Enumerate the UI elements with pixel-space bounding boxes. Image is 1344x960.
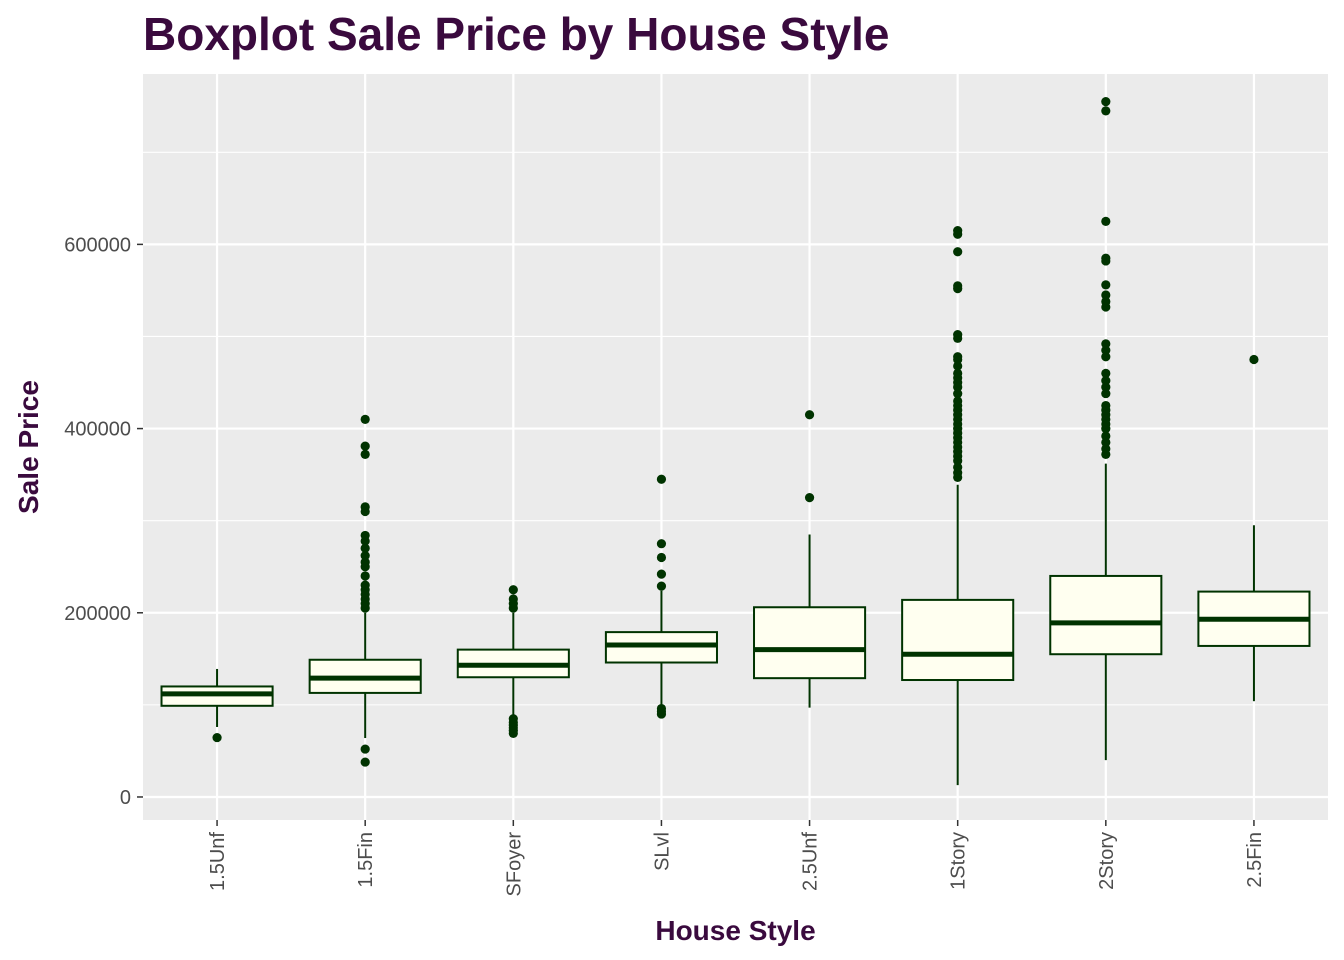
outlier-point	[360, 744, 370, 754]
outlier-point	[360, 557, 370, 567]
outlier-point	[656, 703, 667, 714]
box-2Story	[1049, 97, 1163, 761]
outlier-point	[656, 569, 667, 579]
outlier-point	[1101, 382, 1111, 392]
box-body	[1049, 574, 1163, 656]
outlier-point	[656, 539, 667, 549]
box-1.5Fin	[308, 414, 422, 767]
outlier-point	[360, 571, 370, 581]
x-tick-label: 1.5Unf	[207, 832, 229, 891]
y-axis-title: Sale Price	[13, 380, 44, 514]
outlier-point	[953, 330, 963, 340]
y-tick-label: 0	[120, 787, 131, 809]
x-tick-label: SLvl	[651, 832, 673, 871]
outlier-point	[360, 580, 370, 590]
outlier-point	[1101, 352, 1111, 362]
outlier-point	[953, 352, 963, 362]
outlier-point	[1101, 280, 1111, 290]
box-2.5Unf	[753, 410, 867, 708]
outlier-point	[804, 410, 815, 420]
box-SLvl	[604, 474, 718, 719]
outlier-point	[953, 281, 963, 291]
outlier-point	[1101, 339, 1111, 349]
outlier-point	[1101, 431, 1111, 441]
outlier-point	[953, 361, 963, 371]
box-SFoyer	[456, 585, 570, 739]
outlier-point	[953, 368, 963, 378]
outlier-point	[360, 414, 370, 424]
outlier-point	[360, 502, 370, 512]
x-tick-label: 1.5Fin	[355, 832, 377, 888]
outlier-point	[1101, 290, 1111, 300]
outlier-point	[212, 732, 222, 743]
outlier-point	[656, 552, 667, 563]
outlier-point	[1101, 444, 1111, 454]
outlier-point	[1101, 106, 1111, 116]
x-tick-label: SFoyer	[503, 832, 525, 897]
outlier-point	[1101, 400, 1111, 411]
outlier-point	[508, 594, 518, 604]
outlier-point	[1249, 354, 1259, 365]
outlier-point	[1101, 97, 1111, 107]
outlier-point	[1101, 253, 1111, 263]
x-tick-label: 2Story	[1096, 832, 1118, 890]
outlier-point	[360, 757, 370, 767]
outlier-point	[360, 449, 370, 459]
axes: 0 200000 400000 600000 1.5Unf 1.5Fin SFoyer SLv…	[64, 234, 1266, 896]
x-axis-title: House Style	[655, 915, 815, 946]
x-tick-label: 2.5Fin	[1244, 832, 1266, 888]
box-1Story	[901, 225, 1015, 786]
boxes	[160, 97, 1311, 786]
outlier-point	[1101, 388, 1111, 399]
outlier-point	[1101, 437, 1111, 447]
outlier-point	[360, 543, 370, 553]
x-tick-label: 2.5Unf	[800, 832, 822, 891]
outlier-point	[953, 462, 963, 472]
chart-title: Boxplot Sale Price by House Style	[143, 8, 890, 60]
outlier-point	[1101, 216, 1111, 226]
box-2.5Fin	[1197, 354, 1311, 702]
box-body	[753, 606, 867, 680]
outlier-point	[953, 396, 963, 406]
outlier-point	[1101, 376, 1111, 386]
outlier-point	[1101, 368, 1111, 378]
y-tick-label: 400000	[64, 419, 131, 441]
outlier-point	[508, 714, 518, 724]
x-tick-label: 1Story	[948, 832, 970, 890]
outlier-point	[360, 551, 370, 561]
outlier-point	[953, 225, 963, 236]
y-tick-label: 600000	[64, 234, 131, 256]
outlier-point	[953, 247, 963, 257]
plot-panel	[143, 74, 1328, 820]
box-1.5Unf	[160, 668, 274, 743]
outlier-point	[656, 474, 667, 484]
outlier-point	[1101, 345, 1111, 355]
outlier-point	[953, 388, 963, 399]
y-tick-label: 200000	[64, 603, 131, 625]
outlier-point	[804, 493, 815, 503]
outlier-point	[508, 585, 518, 595]
outlier-point	[360, 530, 370, 541]
outlier-point	[360, 441, 370, 451]
box-body	[901, 598, 1015, 682]
outlier-point	[656, 581, 667, 591]
outlier-point	[1101, 296, 1111, 307]
